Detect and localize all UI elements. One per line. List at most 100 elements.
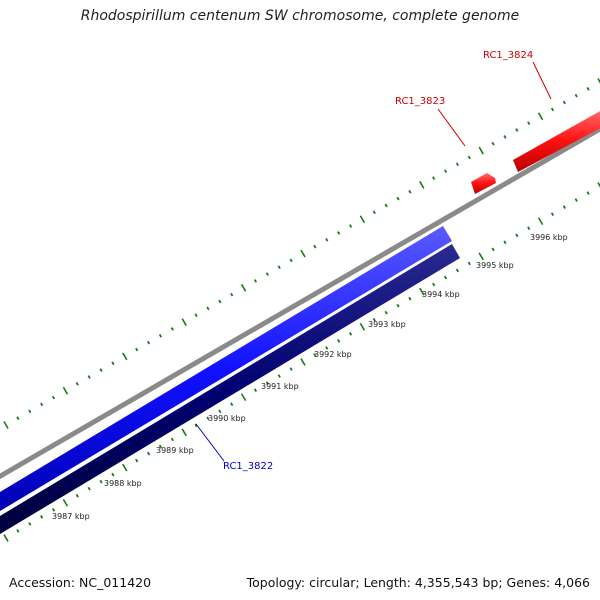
ruler-label: 3992 kbp [314, 350, 352, 359]
outer-tick [455, 162, 460, 167]
outer-tick [313, 244, 317, 249]
outer-tick [503, 135, 507, 139]
inner-tick-ring [3, 182, 600, 542]
inner-tick [289, 367, 293, 371]
inner-tick [515, 233, 519, 238]
inner-tick [87, 486, 91, 491]
outer-tick [265, 272, 269, 276]
outer-tick [467, 155, 471, 160]
inner-tick [419, 287, 425, 296]
outer-tick [75, 382, 79, 386]
gene-rc1-3822-blue[interactable] [0, 226, 452, 517]
outer-tick [28, 409, 32, 414]
leader-rc1-3822 [195, 423, 225, 462]
outer-tick [170, 327, 174, 331]
outer-tick-ring [3, 78, 600, 429]
outer-tick [527, 121, 531, 125]
outer-tick [478, 146, 484, 155]
inner-tick [408, 296, 412, 301]
outer-tick [325, 237, 329, 242]
outer-tick [419, 181, 425, 189]
inner-tick [62, 498, 69, 507]
ruler-label: 3987 kbp [52, 512, 90, 521]
inner-tick [467, 261, 471, 266]
inner-tick [111, 472, 115, 477]
outer-tick [348, 224, 353, 228]
ruler-label: 3995 kbp [476, 261, 514, 270]
inner-tick [372, 317, 376, 322]
inner-tick [265, 381, 269, 385]
inner-tick [586, 191, 590, 195]
outer-tick [384, 203, 388, 208]
inner-tick [122, 463, 128, 472]
inner-tick [443, 275, 448, 280]
inner-tick [99, 479, 103, 484]
ruler-label: 3988 kbp [104, 479, 142, 488]
outer-tick [194, 313, 198, 318]
ruler-label: 3991 kbp [261, 382, 299, 391]
inner-tick [16, 529, 20, 533]
inner-tick [396, 303, 400, 308]
outer-tick [40, 402, 44, 407]
ruler-label: 3996 kbp [530, 233, 568, 242]
ruler-label: 3990 kbp [208, 414, 246, 423]
inner-tick [503, 240, 507, 245]
inner-tick [478, 252, 484, 261]
outer-tick [586, 87, 590, 91]
outer-tick [3, 421, 9, 429]
inner-tick [253, 388, 258, 392]
outer-tick [289, 258, 293, 263]
inner-tick [206, 416, 210, 421]
inner-tick [51, 508, 56, 512]
outer-tick [300, 249, 306, 258]
inner-tick [550, 212, 555, 216]
outer-tick [491, 141, 495, 146]
accession-text: Accession: NC_011420 [9, 575, 152, 590]
label-rc1-3823[interactable]: RC1_3823 [395, 96, 445, 107]
inner-tick [218, 409, 222, 414]
ruler-labels: 3987 kbp 3988 kbp 3989 kbp 3990 kbp 3991 kbp… [52, 233, 568, 521]
label-rc1-3824[interactable]: RC1_3824 [483, 50, 533, 61]
inner-tick [359, 322, 366, 331]
outer-tick [181, 318, 187, 326]
inner-tick [325, 346, 329, 350]
gene-rc1-3824[interactable] [513, 110, 600, 172]
outer-tick [597, 78, 600, 84]
outer-tick [277, 265, 281, 270]
outer-tick [87, 375, 91, 379]
ruler-label: 3994 kbp [422, 290, 460, 299]
outer-tick [550, 107, 555, 112]
outer-tick [253, 279, 258, 283]
ruler-label: 3989 kbp [156, 446, 194, 455]
gene-rc1-3822-navy[interactable] [0, 244, 460, 540]
inner-tick [348, 332, 353, 336]
leader-rc1-3824 [532, 61, 552, 100]
outer-tick [206, 306, 210, 311]
outer-tick [146, 340, 151, 345]
outer-tick [359, 215, 366, 224]
outer-tick [537, 112, 544, 121]
outer-tick [240, 283, 247, 292]
chromosome-backbone [0, 126, 600, 480]
outer-tick [562, 100, 566, 105]
inner-tick [135, 458, 139, 463]
outer-tick [337, 231, 341, 235]
outer-tick [122, 352, 128, 361]
inner-tick [300, 358, 306, 366]
outer-tick [218, 299, 222, 304]
outer-tick [396, 196, 400, 201]
inner-tick [75, 493, 79, 498]
inner-tick [574, 198, 578, 202]
inner-tick [146, 451, 151, 456]
inner-tick [432, 282, 436, 287]
inner-tick [384, 310, 388, 315]
inner-tick [3, 534, 9, 542]
label-rc1-3822[interactable]: RC1_3822 [223, 461, 273, 472]
inner-tick [537, 217, 544, 226]
outer-tick [515, 128, 519, 132]
inner-tick [170, 437, 174, 442]
outer-tick [51, 395, 56, 400]
gene-rc1-3823[interactable] [471, 173, 496, 194]
outer-tick [372, 210, 376, 215]
